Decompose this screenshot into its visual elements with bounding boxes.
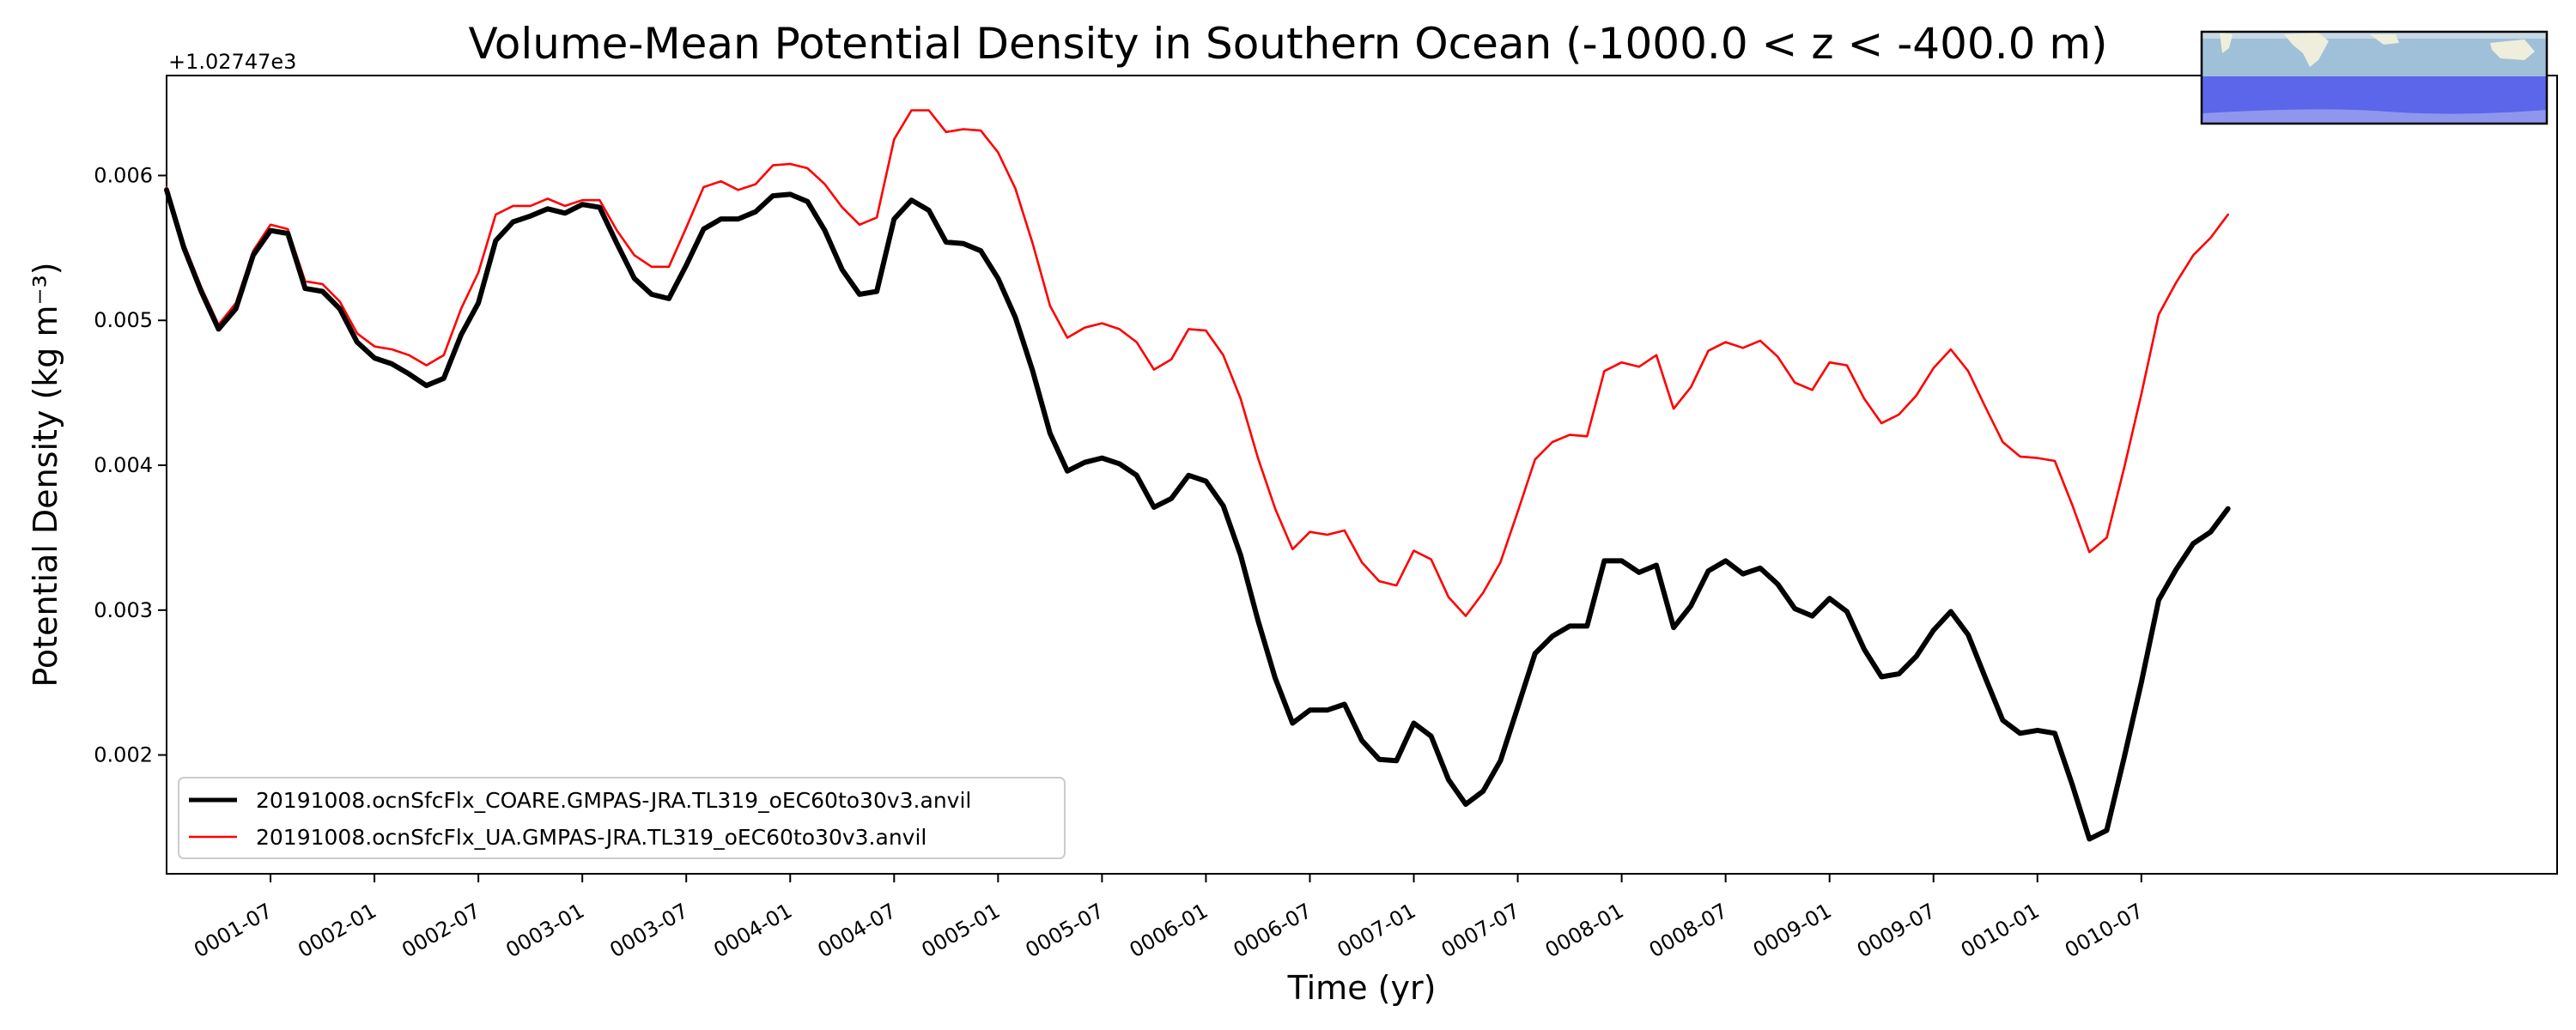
y-offset-label: +1.02747e3 bbox=[168, 50, 296, 74]
chart-title: Volume-Mean Potential Density in Souther… bbox=[468, 19, 2107, 69]
x-tick-label: 0005-01 bbox=[918, 899, 1005, 962]
legend-label-coare: 20191008.ocnSfcFlx_COARE.GMPAS-JRA.TL319… bbox=[256, 788, 971, 813]
y-tick-label: 0.003 bbox=[94, 598, 153, 622]
map-land-india bbox=[2370, 34, 2399, 45]
y-tick-label: 0.005 bbox=[94, 308, 153, 332]
y-tick-label: 0.006 bbox=[94, 163, 153, 187]
series-layer bbox=[164, 109, 2231, 842]
map-frame bbox=[2200, 30, 2549, 125]
x-axis: 0001-07 0002-01 0002-07 0003-01 0003-07 0004-… bbox=[190, 874, 2148, 962]
x-tick-label: 0004-01 bbox=[709, 899, 796, 962]
x-axis-label: Time (yr) bbox=[1287, 969, 1437, 1007]
y-tick-label: 0.002 bbox=[94, 743, 153, 767]
y-tick-label: 0.004 bbox=[94, 453, 153, 477]
x-tick-label: 0007-07 bbox=[1437, 899, 1524, 962]
x-tick-label: 0002-07 bbox=[398, 899, 484, 962]
y-axis: 0.002 0.003 0.004 0.005 0.006 bbox=[94, 163, 167, 767]
x-tick-label: 0003-01 bbox=[501, 899, 588, 962]
x-tick-label: 0010-01 bbox=[1957, 899, 2044, 962]
x-tick-label: 0008-07 bbox=[1645, 899, 1732, 962]
legend-box bbox=[178, 777, 1066, 859]
map-land-africa bbox=[2284, 33, 2329, 67]
legend: 20191008.ocnSfcFlx_COARE.GMPAS-JRA.TL319… bbox=[178, 777, 1066, 859]
x-tick-label: 0010-07 bbox=[2061, 899, 2148, 962]
x-tick-label: 0006-01 bbox=[1126, 899, 1212, 962]
x-tick-label: 0001-07 bbox=[190, 899, 276, 962]
series-line-coare bbox=[164, 187, 2231, 842]
x-tick-label: 0009-07 bbox=[1853, 899, 1940, 962]
x-tick-label: 0005-07 bbox=[1022, 899, 1109, 962]
x-tick-label: 0002-01 bbox=[294, 899, 380, 962]
map-land-antarctica bbox=[2202, 109, 2547, 124]
x-tick-label: 0006-07 bbox=[1230, 899, 1316, 962]
x-tick-label: 0008-01 bbox=[1541, 899, 1628, 962]
x-tick-label: 0009-01 bbox=[1749, 899, 1836, 962]
x-tick-label: 0003-07 bbox=[605, 899, 692, 962]
series-line-ua bbox=[165, 109, 2229, 617]
legend-label-ua: 20191008.ocnSfcFlx_UA.GMPAS-JRA.TL319_oE… bbox=[256, 825, 927, 850]
map-land-south-america bbox=[2220, 33, 2233, 53]
map-land-australia bbox=[2490, 39, 2535, 60]
x-tick-label: 0007-01 bbox=[1334, 899, 1420, 962]
x-tick-label: 0004-07 bbox=[813, 899, 900, 962]
y-axis-label: Potential Density (kg m⁻³) bbox=[27, 262, 64, 687]
region-map-inset bbox=[2200, 30, 2549, 125]
plot-frame bbox=[166, 75, 2558, 875]
